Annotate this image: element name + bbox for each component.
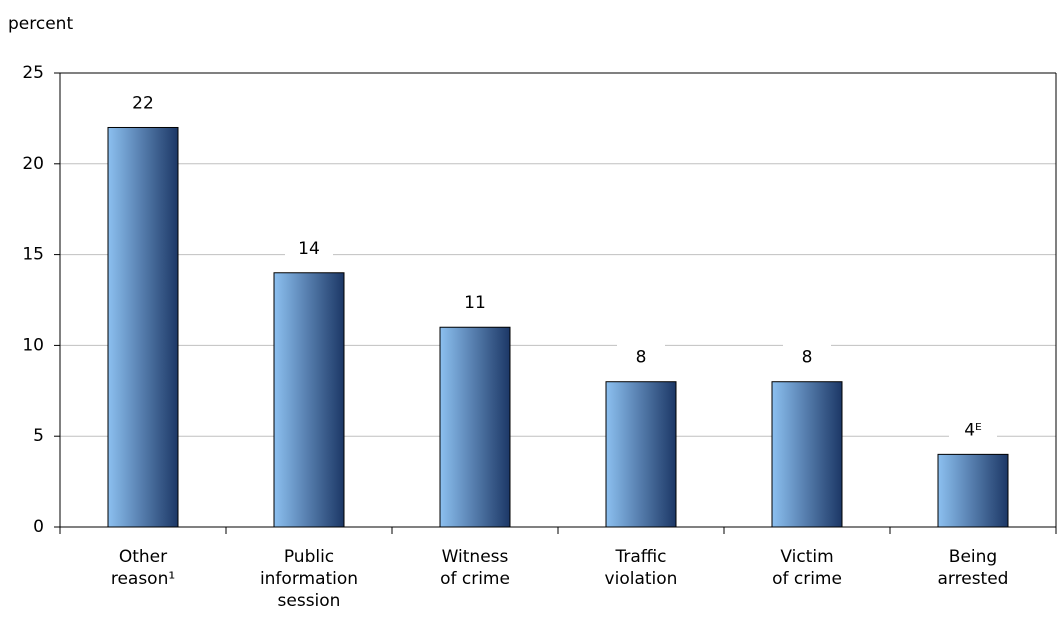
value-label: 8 <box>636 348 647 368</box>
x-tick-label: reason¹ <box>111 569 175 589</box>
bar <box>273 272 345 528</box>
value-label: 4ᴱ <box>964 420 982 440</box>
x-tick-label: Witness <box>442 547 509 567</box>
value-label: 11 <box>464 293 486 313</box>
value-label-bg <box>119 89 167 116</box>
x-tick-label: Other <box>119 547 167 567</box>
value-label: 8 <box>802 348 813 368</box>
x-tick-label: session <box>278 591 341 611</box>
bar <box>771 381 843 528</box>
y-tick-label: 5 <box>33 426 44 446</box>
x-tick-label: information <box>260 569 358 589</box>
value-label-bg <box>949 416 997 443</box>
bar <box>107 126 179 528</box>
x-tick-label: of crime <box>772 569 842 589</box>
x-tick-label: Public <box>284 547 334 567</box>
value-label-bg <box>285 234 333 261</box>
value-label: 22 <box>132 93 154 113</box>
value-label: 14 <box>298 239 320 259</box>
bar <box>439 326 511 528</box>
y-tick-label: 20 <box>22 154 44 174</box>
value-label-bg <box>617 343 665 370</box>
x-tick-label: arrested <box>938 569 1009 589</box>
x-tick-label: Being <box>949 547 997 567</box>
bar <box>937 453 1009 528</box>
y-tick-label: 15 <box>22 245 44 265</box>
value-label-bg <box>783 343 831 370</box>
x-tick-label: violation <box>605 569 678 589</box>
x-tick-label: of crime <box>440 569 510 589</box>
y-tick-label: 25 <box>22 63 44 83</box>
bar <box>605 381 677 528</box>
y-tick-label: 0 <box>33 517 44 537</box>
y-axis-label: percent <box>8 14 73 34</box>
x-tick-label: Traffic <box>614 547 666 567</box>
value-label-bg <box>451 289 499 316</box>
x-tick-label: Victim <box>780 547 833 567</box>
y-tick-label: 10 <box>22 335 44 355</box>
